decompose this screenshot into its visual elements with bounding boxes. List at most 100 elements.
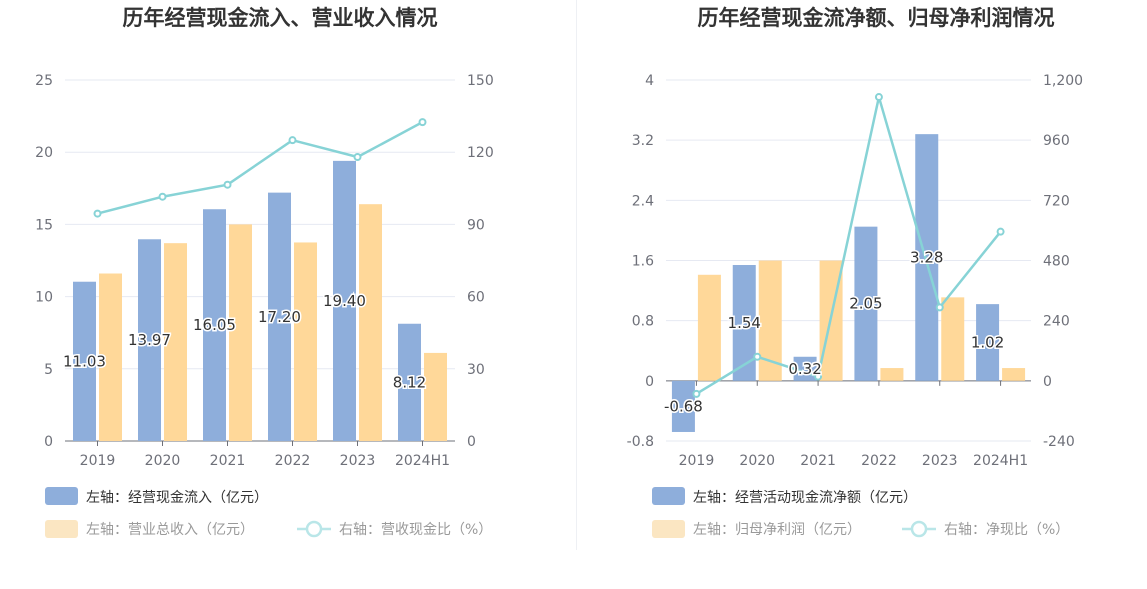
net-cashflow-profit-chart: 历年经营现金流净额、归母净利润情况 -0.8 0 0.8 1.6 2.4 3.2 4 -240 0… [627, 6, 1083, 538]
y-left-tick-label: 4 [645, 73, 654, 89]
bar [732, 265, 756, 381]
x-tick-label: 2021 [800, 453, 836, 469]
legend-swatch [652, 487, 685, 505]
data-label: 17.20 [258, 308, 301, 326]
y-right-tick-label: -240 [1043, 434, 1075, 450]
y-left-tick-label: 0 [44, 434, 53, 450]
line-point [418, 118, 427, 127]
y-left-tick-label: 2.4 [632, 193, 654, 209]
x-tick-label: 2022 [275, 453, 311, 469]
y-right-tick-label: 240 [1043, 314, 1070, 330]
line-point [353, 153, 362, 162]
y-left-tick-label: -0.8 [627, 434, 654, 450]
y-right-tick-label: 120 [467, 145, 494, 161]
data-label: 16.05 [193, 316, 236, 334]
y-left-tick-label: 10 [35, 290, 53, 306]
line-point [935, 303, 944, 312]
legend-marker [305, 520, 323, 538]
y-right-tick-label: 60 [467, 290, 485, 306]
legend-swatch [45, 520, 78, 538]
line-point [223, 180, 232, 189]
y-right-tick-label: 0 [1043, 374, 1052, 390]
bar [915, 134, 939, 381]
bar [880, 368, 904, 381]
data-label: 11.03 [63, 352, 106, 370]
y-right-tick-label: 1,200 [1043, 73, 1083, 89]
bar [941, 297, 965, 381]
data-label: 3.28 [910, 248, 943, 266]
y-left-tick-label: 3.2 [632, 133, 654, 149]
legend-label: 左轴：经营现金流入（亿元） [86, 490, 268, 506]
bar [138, 239, 161, 441]
bar [73, 281, 96, 441]
y-left-tick-label: 25 [35, 73, 53, 89]
x-tick-label: 2023 [922, 453, 958, 469]
line-point [996, 227, 1005, 236]
data-label: 1.54 [728, 314, 761, 332]
legend-label: 左轴：经营活动现金流净额（亿元） [693, 490, 917, 506]
x-tick-label: 2019 [679, 453, 715, 469]
legend-label: 右轴：营收现金比（%） [339, 522, 492, 538]
bar [164, 243, 187, 441]
y-right-tick-label: 30 [467, 362, 485, 378]
legend-label: 右轴：净现比（%） [944, 522, 1069, 538]
bar [671, 380, 695, 432]
legend-swatch [652, 520, 685, 538]
data-label: 8.12 [393, 373, 426, 391]
bar [697, 274, 721, 381]
bar [854, 226, 878, 381]
x-tick-label: 2020 [739, 453, 775, 469]
bar [1002, 368, 1026, 381]
bar [398, 323, 421, 441]
y-right-tick-label: 150 [467, 73, 494, 89]
chart-divider [576, 0, 577, 550]
bar [359, 204, 382, 441]
legend-label: 左轴：归母净利润（亿元） [693, 521, 861, 538]
y-left-tick-label: 0 [645, 374, 654, 390]
data-label: 13.97 [128, 331, 171, 349]
line-point [158, 192, 167, 201]
y-right-tick-label: 480 [1043, 254, 1070, 270]
x-tick-label: 2020 [145, 453, 181, 469]
legend-swatch [45, 487, 78, 505]
y-right-tick-label: 0 [467, 434, 476, 450]
line-point [692, 389, 701, 398]
line-point [874, 93, 883, 102]
x-tick-label: 2023 [340, 453, 376, 469]
bar [976, 304, 1000, 381]
y-right-tick-label: 960 [1043, 133, 1070, 149]
data-label: 2.05 [849, 295, 882, 313]
data-label: 19.40 [323, 292, 366, 310]
bar [268, 192, 291, 441]
line-point [288, 136, 297, 145]
bar [203, 209, 226, 441]
line-point [814, 372, 823, 381]
x-tick-label: 2021 [210, 453, 246, 469]
bar [229, 224, 252, 441]
x-tick-label: 2022 [861, 453, 897, 469]
x-tick-label: 2024H1 [395, 453, 450, 469]
chart-title: 历年经营现金流入、营业收入情况 [123, 6, 438, 30]
bar [424, 352, 447, 441]
bar [294, 242, 317, 441]
y-right-tick-label: 720 [1043, 193, 1070, 209]
x-tick-label: 2024H1 [973, 453, 1028, 469]
line-point [93, 209, 102, 218]
cash-inflow-revenue-chart: 历年经营现金流入、营业收入情况 0 5 10 15 20 25 0 30 60 90 120 150 20… [35, 6, 494, 538]
legend-label: 左轴：营业总收入（亿元） [86, 522, 254, 538]
bar [758, 260, 782, 381]
y-left-tick-label: 20 [35, 145, 53, 161]
series-line [97, 121, 424, 215]
bar [99, 273, 122, 441]
chart-title: 历年经营现金流净额、归母净利润情况 [698, 6, 1055, 30]
y-left-tick-label: 0.8 [632, 314, 654, 330]
series-line [695, 96, 1002, 395]
y-right-tick-label: 90 [467, 217, 485, 233]
bar [333, 160, 356, 441]
data-label: 1.02 [971, 333, 1004, 351]
y-left-tick-label: 1.6 [632, 254, 654, 270]
y-left-tick-label: 5 [44, 362, 53, 378]
data-label: 0.32 [788, 360, 821, 378]
line-point [753, 352, 762, 361]
y-left-tick-label: 15 [35, 217, 53, 233]
